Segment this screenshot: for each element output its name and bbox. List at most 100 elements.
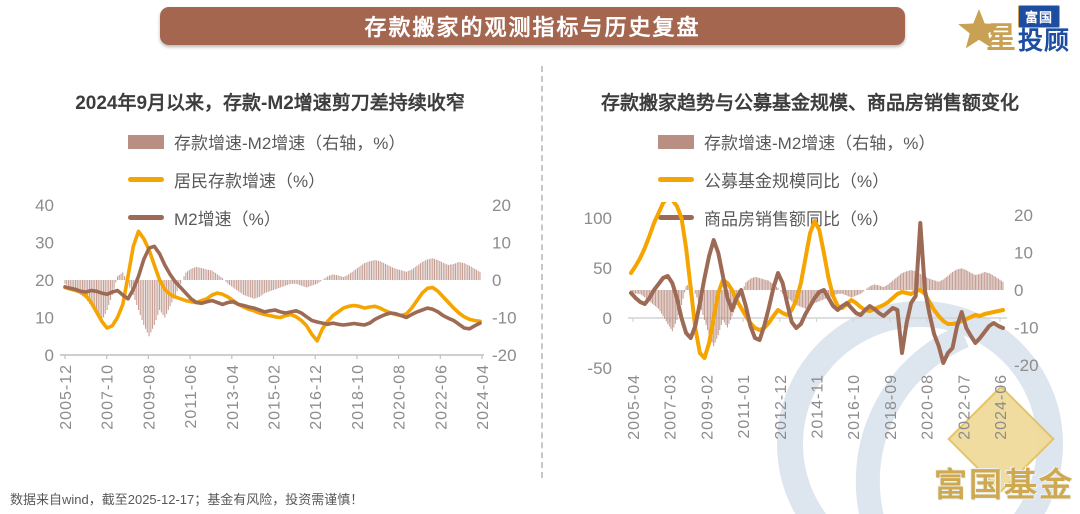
bar xyxy=(328,275,330,280)
bar xyxy=(117,276,119,281)
bar xyxy=(412,268,414,280)
bar xyxy=(898,275,900,290)
bar xyxy=(391,267,393,281)
bar xyxy=(834,290,836,295)
legend-item: 存款增速-M2增速（右轴，%） xyxy=(658,129,935,154)
bar xyxy=(78,280,80,294)
x-tick-label: 2022-06 xyxy=(433,364,450,430)
bar xyxy=(668,290,670,327)
bar xyxy=(849,290,851,297)
bar xyxy=(447,265,449,280)
bar xyxy=(636,290,638,294)
bar xyxy=(204,269,206,280)
bar xyxy=(953,271,955,290)
bar xyxy=(659,290,661,312)
bar xyxy=(477,270,479,280)
bar xyxy=(475,269,477,280)
bar xyxy=(974,275,976,290)
bar xyxy=(756,277,758,291)
bar xyxy=(791,290,793,302)
bar xyxy=(363,263,365,280)
bar xyxy=(941,280,943,290)
bar xyxy=(234,280,236,289)
bar xyxy=(330,275,332,280)
x-tick-label: 2018-10 xyxy=(350,364,367,430)
bar xyxy=(927,278,929,290)
bar xyxy=(440,261,442,280)
x-tick-label: 2007-03 xyxy=(663,374,680,440)
x-tick-label: 2014-11 xyxy=(810,374,827,439)
bar xyxy=(858,290,860,295)
bar xyxy=(183,276,185,280)
bar xyxy=(999,279,1001,290)
logo-brand-badge: 富国 xyxy=(1017,5,1060,29)
bar xyxy=(460,262,462,280)
line-series xyxy=(629,221,1005,365)
bar xyxy=(213,271,215,280)
bar xyxy=(313,280,315,285)
bar xyxy=(722,290,724,320)
bar xyxy=(383,263,385,280)
bar xyxy=(474,268,476,281)
bar xyxy=(402,270,404,281)
bar xyxy=(978,274,980,291)
bar xyxy=(632,290,634,293)
bar xyxy=(835,290,837,295)
bar xyxy=(419,263,421,280)
bar xyxy=(370,260,372,280)
y-tick-label-left: 30 xyxy=(35,234,54,253)
bar xyxy=(90,280,92,307)
bar xyxy=(679,290,681,310)
bar xyxy=(759,278,761,290)
legend-label: 存款增速-M2增速（右轴，%） xyxy=(174,134,406,153)
bar xyxy=(805,290,807,309)
bar xyxy=(918,273,920,290)
y-tick-label-right: 0 xyxy=(492,271,501,290)
bar xyxy=(208,269,210,280)
bar xyxy=(272,280,274,290)
bar xyxy=(384,263,386,280)
bar xyxy=(425,260,427,280)
bar xyxy=(358,266,360,280)
legend-right: 存款增速-M2增速（右轴，%） 公募基金规模同比（%） 商品房销售额同比（%） xyxy=(658,129,935,230)
legend-item: M2增速（%） xyxy=(128,205,405,230)
bar xyxy=(997,278,999,291)
chart-title-left: 2024年9月以来，存款-M2增速剪刀差持续收窄 xyxy=(75,92,465,114)
bar xyxy=(708,290,710,335)
star-icon xyxy=(958,9,1000,49)
bar xyxy=(241,280,243,294)
bar xyxy=(339,276,341,280)
bar xyxy=(411,269,413,280)
legend-left: 存款增速-M2增速（右轴，%） 居民存款增速（%） M2增速（%） xyxy=(128,129,405,230)
x-tick-label: 2024-06 xyxy=(993,374,1010,440)
bar xyxy=(838,290,840,294)
y-tick-label-right: 20 xyxy=(1014,206,1033,225)
bar xyxy=(684,290,686,293)
bar xyxy=(726,290,728,328)
bar xyxy=(97,280,99,317)
line-swatch-icon xyxy=(128,177,164,182)
bar xyxy=(356,268,358,280)
bar xyxy=(994,276,996,290)
line-series xyxy=(629,202,1005,360)
bar xyxy=(416,265,418,281)
bar xyxy=(278,280,280,289)
bar xyxy=(307,280,309,287)
y-tick-label-left: 50 xyxy=(593,259,612,278)
bar xyxy=(768,280,770,290)
bar xyxy=(421,262,423,280)
bar xyxy=(83,280,85,298)
y-tick-label-left: -50 xyxy=(587,359,612,378)
bar xyxy=(225,280,227,282)
bar xyxy=(286,280,288,285)
bar xyxy=(707,290,709,330)
bar xyxy=(159,280,161,310)
bar xyxy=(351,271,353,280)
y-tick-label-left: 10 xyxy=(35,309,54,328)
y-tick-label-left: 20 xyxy=(35,271,54,290)
bar xyxy=(386,264,388,281)
bar xyxy=(451,264,453,281)
bar xyxy=(290,280,292,284)
bar xyxy=(863,290,865,292)
bar xyxy=(665,290,667,322)
